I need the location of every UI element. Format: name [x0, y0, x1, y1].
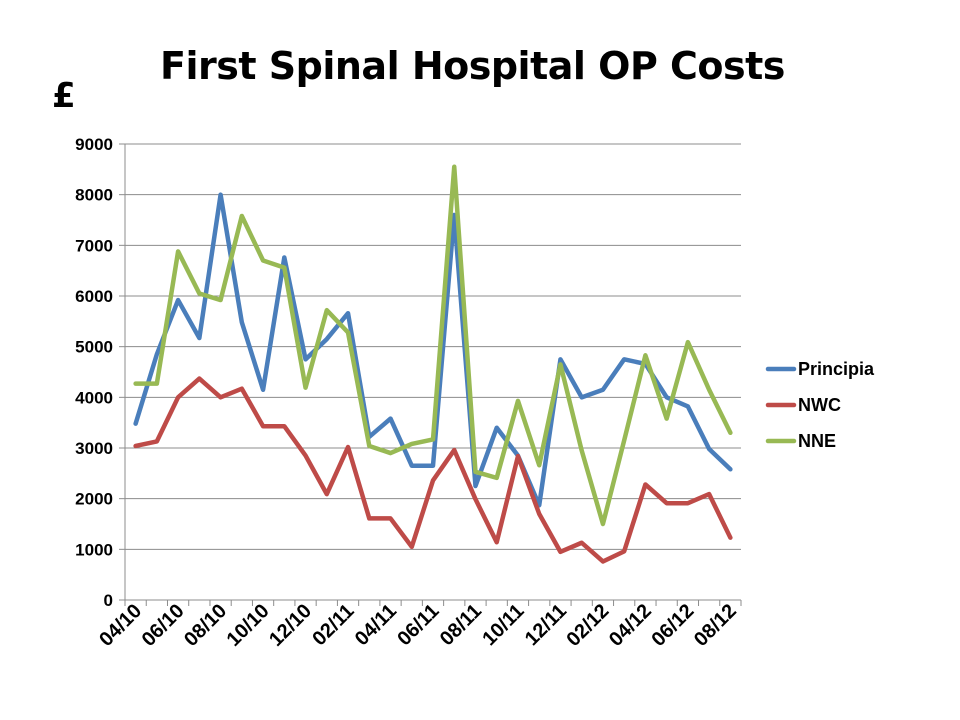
y-tick-label: 0: [104, 591, 113, 610]
chart-title: First Spinal Hospital OP Costs: [160, 44, 785, 88]
x-tick-label: 04/11: [351, 600, 401, 650]
y-tick-label: 9000: [75, 135, 113, 154]
series-line-nne: [133, 164, 733, 527]
y-tick-labels: 0 1000 2000 3000 4000 5000 6000 7000 8000 9000: [75, 135, 113, 610]
series-line-principia: [133, 192, 733, 508]
x-tick-labels: 04/1006/1008/1010/1012/1002/1104/1106/11…: [95, 600, 741, 651]
x-tick-label: 04/12: [605, 600, 656, 651]
x-tick-label: 02/11: [308, 600, 358, 650]
x-tick-label: 06/10: [138, 600, 189, 651]
legend-label-principia: Principia: [798, 359, 875, 379]
x-tick-label: 12/11: [521, 600, 571, 650]
series-lines: [133, 164, 733, 564]
x-tick-label: 06/12: [647, 600, 698, 651]
x-tick-label: 10/10: [223, 600, 274, 651]
y-tick-label: 5000: [75, 338, 113, 357]
axes: [119, 143, 742, 606]
x-tick-label: 10/11: [478, 600, 528, 650]
series-line-nwc: [133, 376, 733, 564]
y-tick-label: 1000: [75, 540, 113, 559]
y-tick-label: 4000: [75, 388, 113, 407]
x-tick-label: 02/12: [563, 600, 614, 651]
y-tick-label: 2000: [75, 490, 113, 509]
y-axis-unit-label: £: [52, 76, 76, 116]
y-tick-label: 3000: [75, 439, 113, 458]
x-tick-label: 08/12: [690, 600, 741, 651]
y-tick-label: 8000: [75, 186, 113, 205]
y-tick-label: 7000: [75, 236, 113, 255]
legend-label-nwc: NWC: [798, 395, 841, 415]
x-tick-label: 08/10: [180, 600, 231, 651]
legend: Principia NWC NNE: [765, 359, 875, 451]
y-tick-label: 6000: [75, 287, 113, 306]
x-tick-label: 12/10: [265, 600, 316, 651]
x-tick-label: 08/11: [436, 600, 486, 650]
x-tick-label: 06/11: [393, 600, 443, 650]
gridlines: [125, 143, 741, 550]
legend-label-nne: NNE: [798, 431, 836, 451]
